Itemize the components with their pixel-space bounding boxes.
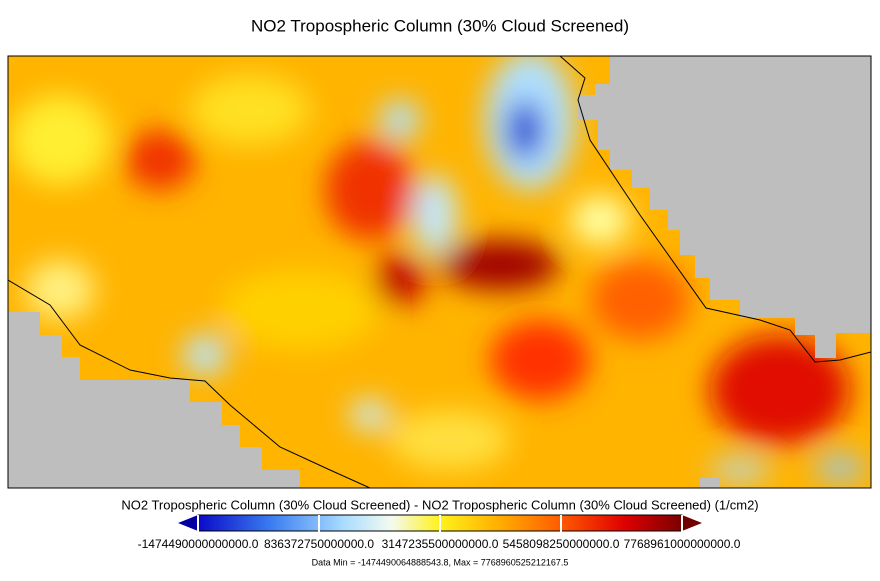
colorbar-tick-label: -1474490000000000.0 bbox=[138, 537, 259, 551]
colorbar-tick-label: 7768961000000000.0 bbox=[624, 537, 741, 551]
colorbar-tick-label: 836372750000000.0 bbox=[264, 537, 374, 551]
colorbar-min-arrow bbox=[178, 515, 198, 531]
colorbar-max-arrow bbox=[682, 515, 702, 531]
title: NO2 Tropospheric Column (30% Cloud Scree… bbox=[251, 16, 629, 35]
colorbar-label: NO2 Tropospheric Column (30% Cloud Scree… bbox=[121, 497, 758, 512]
map bbox=[8, 56, 871, 488]
colorbar-tick-label: 3147235500000000.0 bbox=[382, 537, 499, 551]
data-range: Data Min = -1474490064888543.8, Max = 77… bbox=[312, 557, 569, 567]
map-frame bbox=[7, 55, 872, 489]
colorbar-tick-label: 5458098250000000.0 bbox=[503, 537, 620, 551]
